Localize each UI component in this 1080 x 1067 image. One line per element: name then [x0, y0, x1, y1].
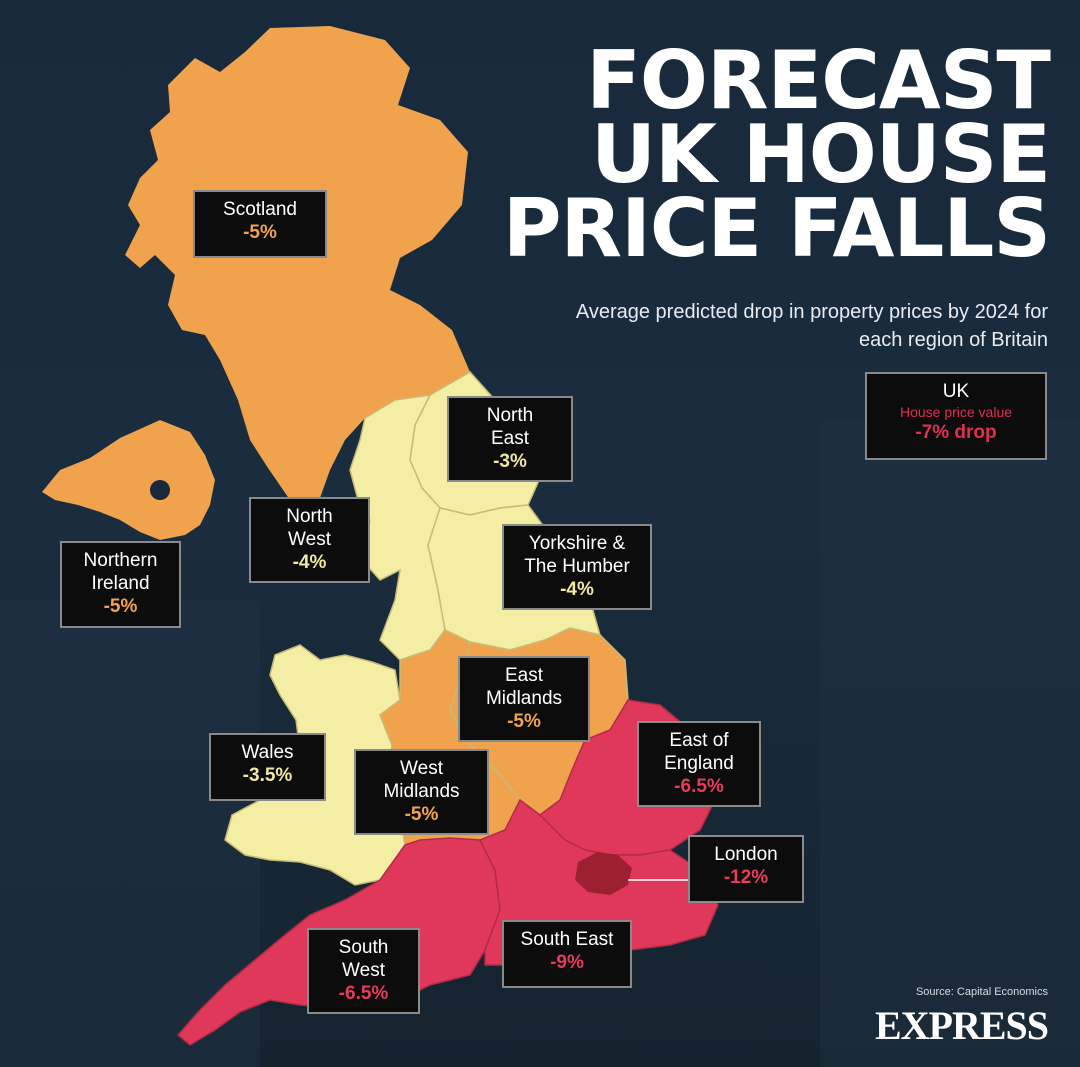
- label-name-line2: The Humber: [524, 556, 630, 577]
- label-name: South East: [520, 929, 614, 950]
- label-name: London: [714, 844, 778, 865]
- label-east-of-england[interactable]: East of England -6.5%: [637, 721, 761, 807]
- label-north-east[interactable]: North East -3%: [447, 396, 573, 482]
- label-name-line1: East of: [669, 730, 729, 751]
- label-value: -5%: [404, 804, 439, 825]
- label-name-line1: Northern: [83, 550, 158, 571]
- region-northern-ireland[interactable]: [42, 420, 215, 540]
- uk-box-subtitle: House price value: [899, 404, 1013, 420]
- label-north-west[interactable]: North West -4%: [249, 497, 370, 583]
- label-name-line1: North: [286, 506, 333, 527]
- label-london[interactable]: London -12%: [688, 835, 804, 903]
- label-value: -5%: [243, 222, 277, 243]
- title-line-3: PRICE FALLS: [502, 182, 1051, 275]
- region-london[interactable]: [575, 852, 632, 895]
- label-name: Wales: [241, 742, 294, 763]
- title-line-2: UK HOUSE: [591, 108, 1051, 201]
- label-scotland[interactable]: Scotland -5%: [193, 190, 327, 258]
- background-house: [820, 420, 1080, 1067]
- label-northern-ireland[interactable]: Northern Ireland -5%: [60, 541, 181, 628]
- label-name-line2: England: [664, 753, 734, 774]
- label-value: -6.5%: [674, 776, 724, 797]
- uk-box-value: -7% drop: [915, 422, 997, 443]
- label-value: -4%: [292, 552, 327, 573]
- label-name-line2: West: [288, 529, 331, 550]
- label-name-line1: South: [338, 937, 389, 958]
- uk-summary-box: UK House price value -7% drop: [865, 372, 1047, 460]
- label-value: -6.5%: [338, 983, 389, 1004]
- subtitle: Average predicted drop in property price…: [575, 301, 1048, 351]
- label-east-midlands[interactable]: East Midlands -5%: [458, 656, 590, 742]
- background-house: [0, 600, 260, 1067]
- label-name-line1: North: [486, 405, 534, 426]
- label-value: -5%: [103, 596, 138, 617]
- label-value: -3.5%: [242, 765, 293, 786]
- label-wales[interactable]: Wales -3.5%: [209, 733, 326, 801]
- source-note: Source: Capital Economics: [915, 986, 1048, 998]
- label-value: -9%: [550, 952, 584, 973]
- label-south-east[interactable]: South East -9%: [502, 920, 632, 988]
- label-name: Scotland: [223, 199, 297, 220]
- label-name-line2: East: [490, 428, 530, 449]
- label-value: -4%: [560, 579, 594, 600]
- label-name-line2: West: [342, 960, 385, 981]
- express-logo: EXPRESS: [874, 1003, 1049, 1048]
- label-yorkshire[interactable]: Yorkshire & The Humber -4%: [502, 524, 652, 610]
- label-name-line1: East: [504, 665, 544, 686]
- label-value: -3%: [493, 451, 527, 472]
- title-line-1: FORECAST: [586, 34, 1051, 127]
- label-value: -12%: [723, 867, 769, 888]
- label-value: -5%: [507, 711, 541, 732]
- uk-box-title: UK: [942, 381, 970, 402]
- label-south-west[interactable]: South West -6.5%: [307, 928, 420, 1014]
- label-west-midlands[interactable]: West Midlands -5%: [354, 749, 489, 835]
- label-name-line2: Midlands: [383, 781, 460, 802]
- label-name-line2: Midlands: [485, 688, 563, 709]
- region-scotland[interactable]: [125, 26, 470, 500]
- label-name-line2: Ireland: [91, 573, 150, 594]
- label-name-line1: Yorkshire &: [528, 533, 626, 554]
- label-name-line1: West: [400, 758, 443, 779]
- main-title: FORECAST UK HOUSE PRICE FALLS: [490, 34, 1051, 275]
- lough-neagh: [150, 480, 170, 500]
